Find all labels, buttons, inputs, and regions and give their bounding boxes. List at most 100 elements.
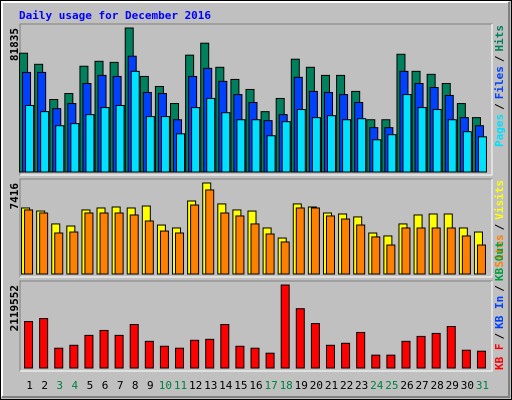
legend: KB F / KB In / KB Out <box>493 241 506 370</box>
bar <box>236 119 246 173</box>
legend-entry: Sites <box>493 234 506 267</box>
y-tick-label: 7416 <box>8 183 21 210</box>
bar <box>205 338 215 369</box>
bar <box>206 97 216 173</box>
bar <box>461 349 471 369</box>
bar <box>54 232 64 275</box>
bar <box>371 236 381 275</box>
bar <box>476 350 486 369</box>
panel-bevel <box>20 179 493 278</box>
bar <box>416 335 426 369</box>
bar <box>446 227 456 275</box>
bar <box>477 136 487 173</box>
legend-entry: Files <box>493 66 506 99</box>
bar <box>371 354 381 369</box>
x-tick-label: 22 <box>340 379 353 392</box>
x-tick-label: 11 <box>174 379 187 392</box>
bar <box>25 104 35 173</box>
bar <box>250 347 260 369</box>
bar <box>401 227 411 275</box>
bar <box>432 109 442 173</box>
x-tick-label: 8 <box>132 379 139 392</box>
x-tick-label: 30 <box>461 379 474 392</box>
bar <box>55 125 65 173</box>
legend-separator: / <box>493 55 506 62</box>
bar <box>401 340 411 369</box>
legend-entry: Hits <box>493 25 506 52</box>
x-tick-label: 16 <box>249 379 262 392</box>
bar <box>69 344 79 369</box>
bar <box>446 325 456 369</box>
y-tick-label: 81835 <box>8 28 21 61</box>
x-tick-label: 31 <box>476 379 489 392</box>
bar <box>476 244 486 275</box>
bar <box>205 189 215 275</box>
bar <box>447 119 457 173</box>
x-tick-label: 27 <box>415 379 428 392</box>
bar <box>235 215 245 275</box>
bar <box>145 116 155 173</box>
y-tick-label: 2119552 <box>8 285 21 331</box>
x-tick-label: 12 <box>189 379 202 392</box>
bar <box>220 324 230 369</box>
bar <box>251 119 261 173</box>
x-tick-label: 6 <box>102 379 109 392</box>
x-tick-label: 14 <box>219 379 233 392</box>
bar <box>175 232 185 275</box>
panel-bevel <box>20 24 493 176</box>
bar <box>341 218 351 275</box>
legend-separator: / <box>493 223 506 230</box>
x-tick-label: 10 <box>159 379 172 392</box>
x-tick-label: 25 <box>385 379 398 392</box>
x-tick-label: 13 <box>204 379 217 392</box>
bar <box>462 131 472 173</box>
bar <box>325 344 335 369</box>
legend-entry: Visits <box>493 180 506 220</box>
bar <box>114 334 124 369</box>
bar <box>100 107 110 173</box>
x-tick-label: 26 <box>400 379 413 392</box>
bar <box>386 354 396 369</box>
bar <box>417 107 427 173</box>
bar <box>84 334 94 369</box>
bar <box>387 134 397 173</box>
x-tick-label: 9 <box>147 379 154 392</box>
x-tick-label: 19 <box>295 379 308 392</box>
bar <box>326 115 336 173</box>
bar <box>265 352 275 369</box>
legend-entry: Pages <box>493 114 506 147</box>
bar <box>130 70 140 173</box>
x-tick-label: 29 <box>446 379 459 392</box>
bar <box>144 340 154 369</box>
bar <box>295 308 305 369</box>
legend-separator: / <box>493 103 506 110</box>
bar <box>280 284 290 369</box>
bar <box>129 214 139 275</box>
bar <box>69 231 79 275</box>
bar <box>190 204 200 275</box>
bar <box>431 332 441 369</box>
bar <box>175 347 185 369</box>
bar <box>40 111 50 173</box>
bar <box>280 241 290 275</box>
legend-entry: KB In <box>493 296 506 329</box>
bar <box>461 235 471 275</box>
x-tick-label: 28 <box>431 379 444 392</box>
bar <box>129 324 139 369</box>
bar <box>220 212 230 275</box>
bar <box>265 233 275 275</box>
bar <box>416 227 426 275</box>
bar <box>266 135 276 173</box>
x-tick-label: 23 <box>355 379 368 392</box>
bar <box>39 318 49 369</box>
bar <box>85 114 95 173</box>
bar <box>356 331 366 369</box>
bar <box>310 323 320 369</box>
x-tick-label: 15 <box>234 379 247 392</box>
bar <box>281 121 291 173</box>
bar <box>84 212 94 275</box>
bar <box>114 212 124 275</box>
bar <box>99 329 109 369</box>
legend-entry: KB Out <box>493 241 506 281</box>
